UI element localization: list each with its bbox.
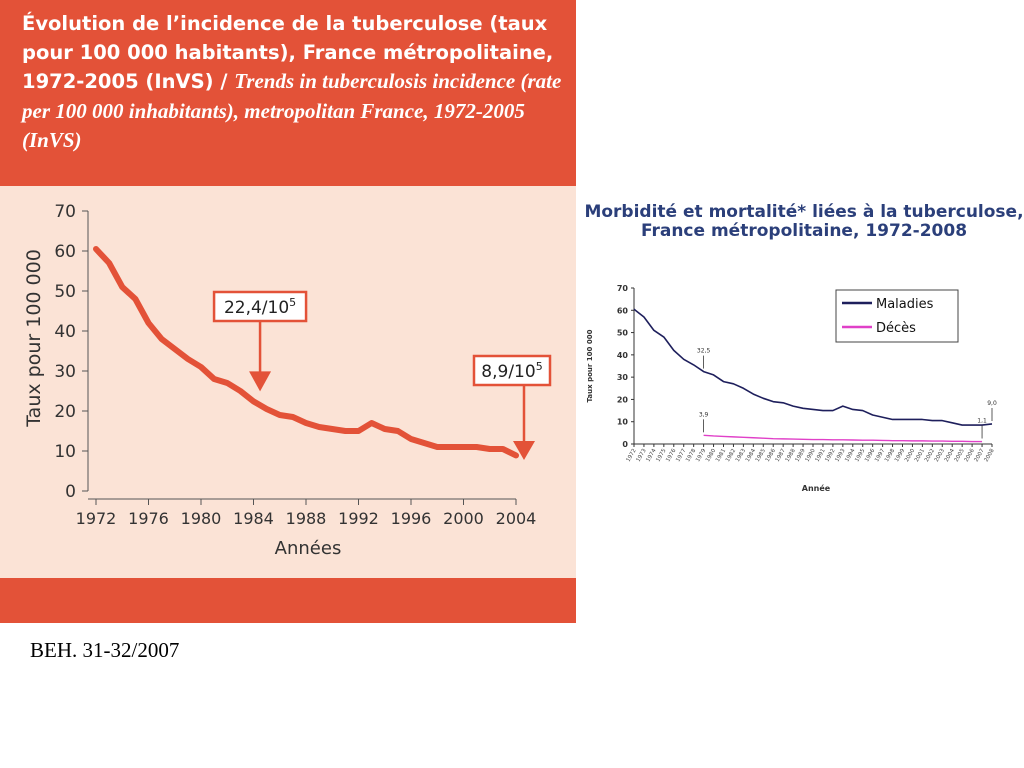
right-y-tick-label: 10 <box>617 418 629 427</box>
y-tick-label: 30 <box>54 362 76 382</box>
right-x-axis-label: Année <box>802 483 831 493</box>
y-tick-label: 20 <box>54 402 76 422</box>
x-tick-label: 2000 <box>443 509 484 528</box>
right-morbidity-mortality-chart: Morbidité et mortalité* liées à la tuber… <box>584 202 1023 493</box>
source-citation: BEH. 31-32/2007 <box>30 638 180 662</box>
y-tick-label: 70 <box>54 202 76 222</box>
annotation-box-1984 <box>212 290 308 323</box>
y-tick-label: 0 <box>65 482 76 502</box>
right-annotation-label: 9,0 <box>987 400 997 407</box>
right-chart-title-line-1: Morbidité et mortalité* liées à la tuber… <box>584 202 1023 222</box>
incidence-line <box>93 246 519 459</box>
annotation-arrowhead-2004 <box>513 441 535 460</box>
right-y-tick-label: 0 <box>622 440 628 449</box>
right-legend-box <box>835 289 959 343</box>
right-y-tick-label: 60 <box>617 306 629 315</box>
right-y-tick-label: 20 <box>617 395 629 404</box>
x-axis-label: Années <box>275 538 342 559</box>
annotation-label-2004: 8,9/105 <box>481 360 542 382</box>
y-axis-label: Taux pour 100 000 <box>23 249 45 428</box>
right-y-tick-label: 50 <box>617 329 629 338</box>
left-chart-title: Évolution de l’incidence de la tuberculo… <box>22 10 567 156</box>
x-tick-label: 2004 <box>496 509 537 528</box>
annotation-box-2004 <box>472 354 552 387</box>
annotation-label-1984: 22,4/105 <box>224 296 296 318</box>
series-line-maladies <box>633 308 993 426</box>
right-x-tick-label: 2008 <box>984 448 996 464</box>
left-chart-title-en: Trends in tuberculosis incidence (rate p… <box>22 69 562 152</box>
y-tick-label: 10 <box>54 442 76 462</box>
right-y-tick-label: 40 <box>617 351 629 360</box>
right-y-tick-label: 70 <box>617 284 629 293</box>
y-tick-label: 60 <box>54 242 76 262</box>
right-y-tick-label: 30 <box>617 373 629 382</box>
right-chart-title-line-2: France métropolitaine, 1972-2008 <box>641 221 967 241</box>
left-chart-title-fr: Évolution de l’incidence de la tuberculo… <box>22 12 554 93</box>
x-tick-label: 1980 <box>181 509 222 528</box>
series-line-deces <box>703 434 983 443</box>
annotation-arrowhead-1984 <box>249 371 272 392</box>
x-tick-label: 1996 <box>391 509 432 528</box>
right-y-axis-label: Taux pour 100 000 <box>586 329 594 402</box>
x-tick-label: 1984 <box>233 509 274 528</box>
right-annotation-label: 1,1 <box>977 418 987 425</box>
y-tick-label: 50 <box>54 282 76 302</box>
legend-label-maladies: Maladies <box>876 297 934 312</box>
left-incidence-chart: 0 10 20 30 40 50 60 70 1972 1976 1980 1984 1988 1992 1… <box>23 202 552 559</box>
x-tick-label: 1988 <box>286 509 327 528</box>
x-tick-label: 1972 <box>76 509 117 528</box>
right-annotation-label: 3,9 <box>699 411 709 418</box>
right-annotation-label: 32,5 <box>697 348 711 355</box>
legend-label-deces: Décès <box>876 321 916 336</box>
y-tick-label: 40 <box>54 322 76 342</box>
x-tick-label: 1976 <box>128 509 169 528</box>
x-tick-label: 1992 <box>338 509 379 528</box>
